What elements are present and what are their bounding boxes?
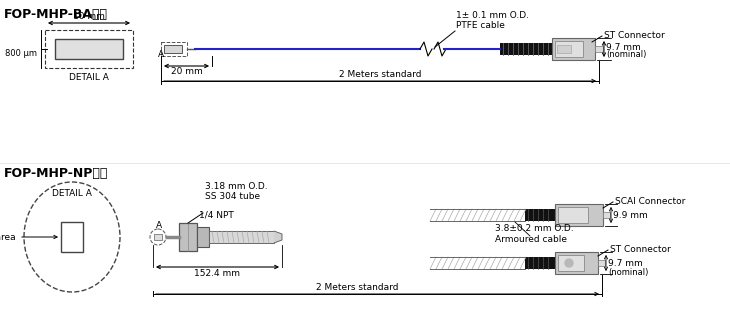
Text: 3.8±0.2 mm O.D.
Armoured cable: 3.8±0.2 mm O.D. Armoured cable (495, 224, 574, 244)
Bar (555, 41, 583, 57)
Bar (555, 204, 603, 226)
Text: FOP-MHP-BA型号: FOP-MHP-BA型号 (4, 8, 108, 21)
Bar (558, 255, 584, 271)
Bar (55, 39, 123, 59)
Text: 9.7 mm: 9.7 mm (608, 258, 642, 267)
Circle shape (565, 259, 573, 267)
Text: 1/4 NPT: 1/4 NPT (199, 210, 234, 219)
Bar (61, 222, 83, 252)
Bar (161, 42, 187, 56)
Bar (595, 46, 603, 52)
Bar (557, 45, 571, 53)
Bar (164, 45, 182, 53)
Bar (154, 234, 162, 240)
Bar (555, 252, 598, 274)
Text: A: A (156, 220, 162, 229)
Text: 9.9 mm: 9.9 mm (613, 210, 648, 219)
Bar (598, 260, 605, 266)
Text: Sensitive area: Sensitive area (0, 232, 16, 241)
Text: DETAIL A: DETAIL A (69, 73, 109, 82)
Bar (603, 212, 610, 218)
Text: ST Connector: ST Connector (604, 31, 665, 40)
Bar (558, 207, 588, 223)
Text: 20 mm: 20 mm (171, 67, 202, 76)
Bar (525, 209, 555, 221)
Polygon shape (274, 231, 282, 243)
Text: 152.4 mm: 152.4 mm (194, 269, 240, 278)
Bar (179, 223, 197, 251)
Text: SCAI Connector: SCAI Connector (615, 196, 685, 205)
Text: 3.18 mm O.D.
SS 304 tube: 3.18 mm O.D. SS 304 tube (205, 181, 268, 201)
Text: FOP-MHP-NP型号: FOP-MHP-NP型号 (4, 167, 108, 180)
Bar (525, 257, 555, 269)
Text: 2 Meters standard: 2 Meters standard (339, 70, 421, 79)
Bar (552, 38, 595, 60)
Text: A: A (158, 50, 164, 59)
Text: ST Connector: ST Connector (610, 244, 671, 253)
Text: DETAIL A: DETAIL A (52, 189, 92, 198)
Text: (nominal): (nominal) (608, 267, 648, 276)
Bar (500, 43, 552, 55)
Text: 10 mm: 10 mm (73, 12, 105, 21)
Text: 9.7 mm: 9.7 mm (606, 43, 641, 52)
Bar (45, 30, 133, 68)
Text: (nominal): (nominal) (606, 51, 646, 60)
Text: 2 Meters standard: 2 Meters standard (316, 283, 399, 292)
Bar (197, 227, 209, 247)
Text: 1± 0.1 mm O.D.
PTFE cable: 1± 0.1 mm O.D. PTFE cable (456, 11, 529, 30)
Bar (209, 231, 274, 243)
Text: 800 μm: 800 μm (5, 49, 37, 58)
